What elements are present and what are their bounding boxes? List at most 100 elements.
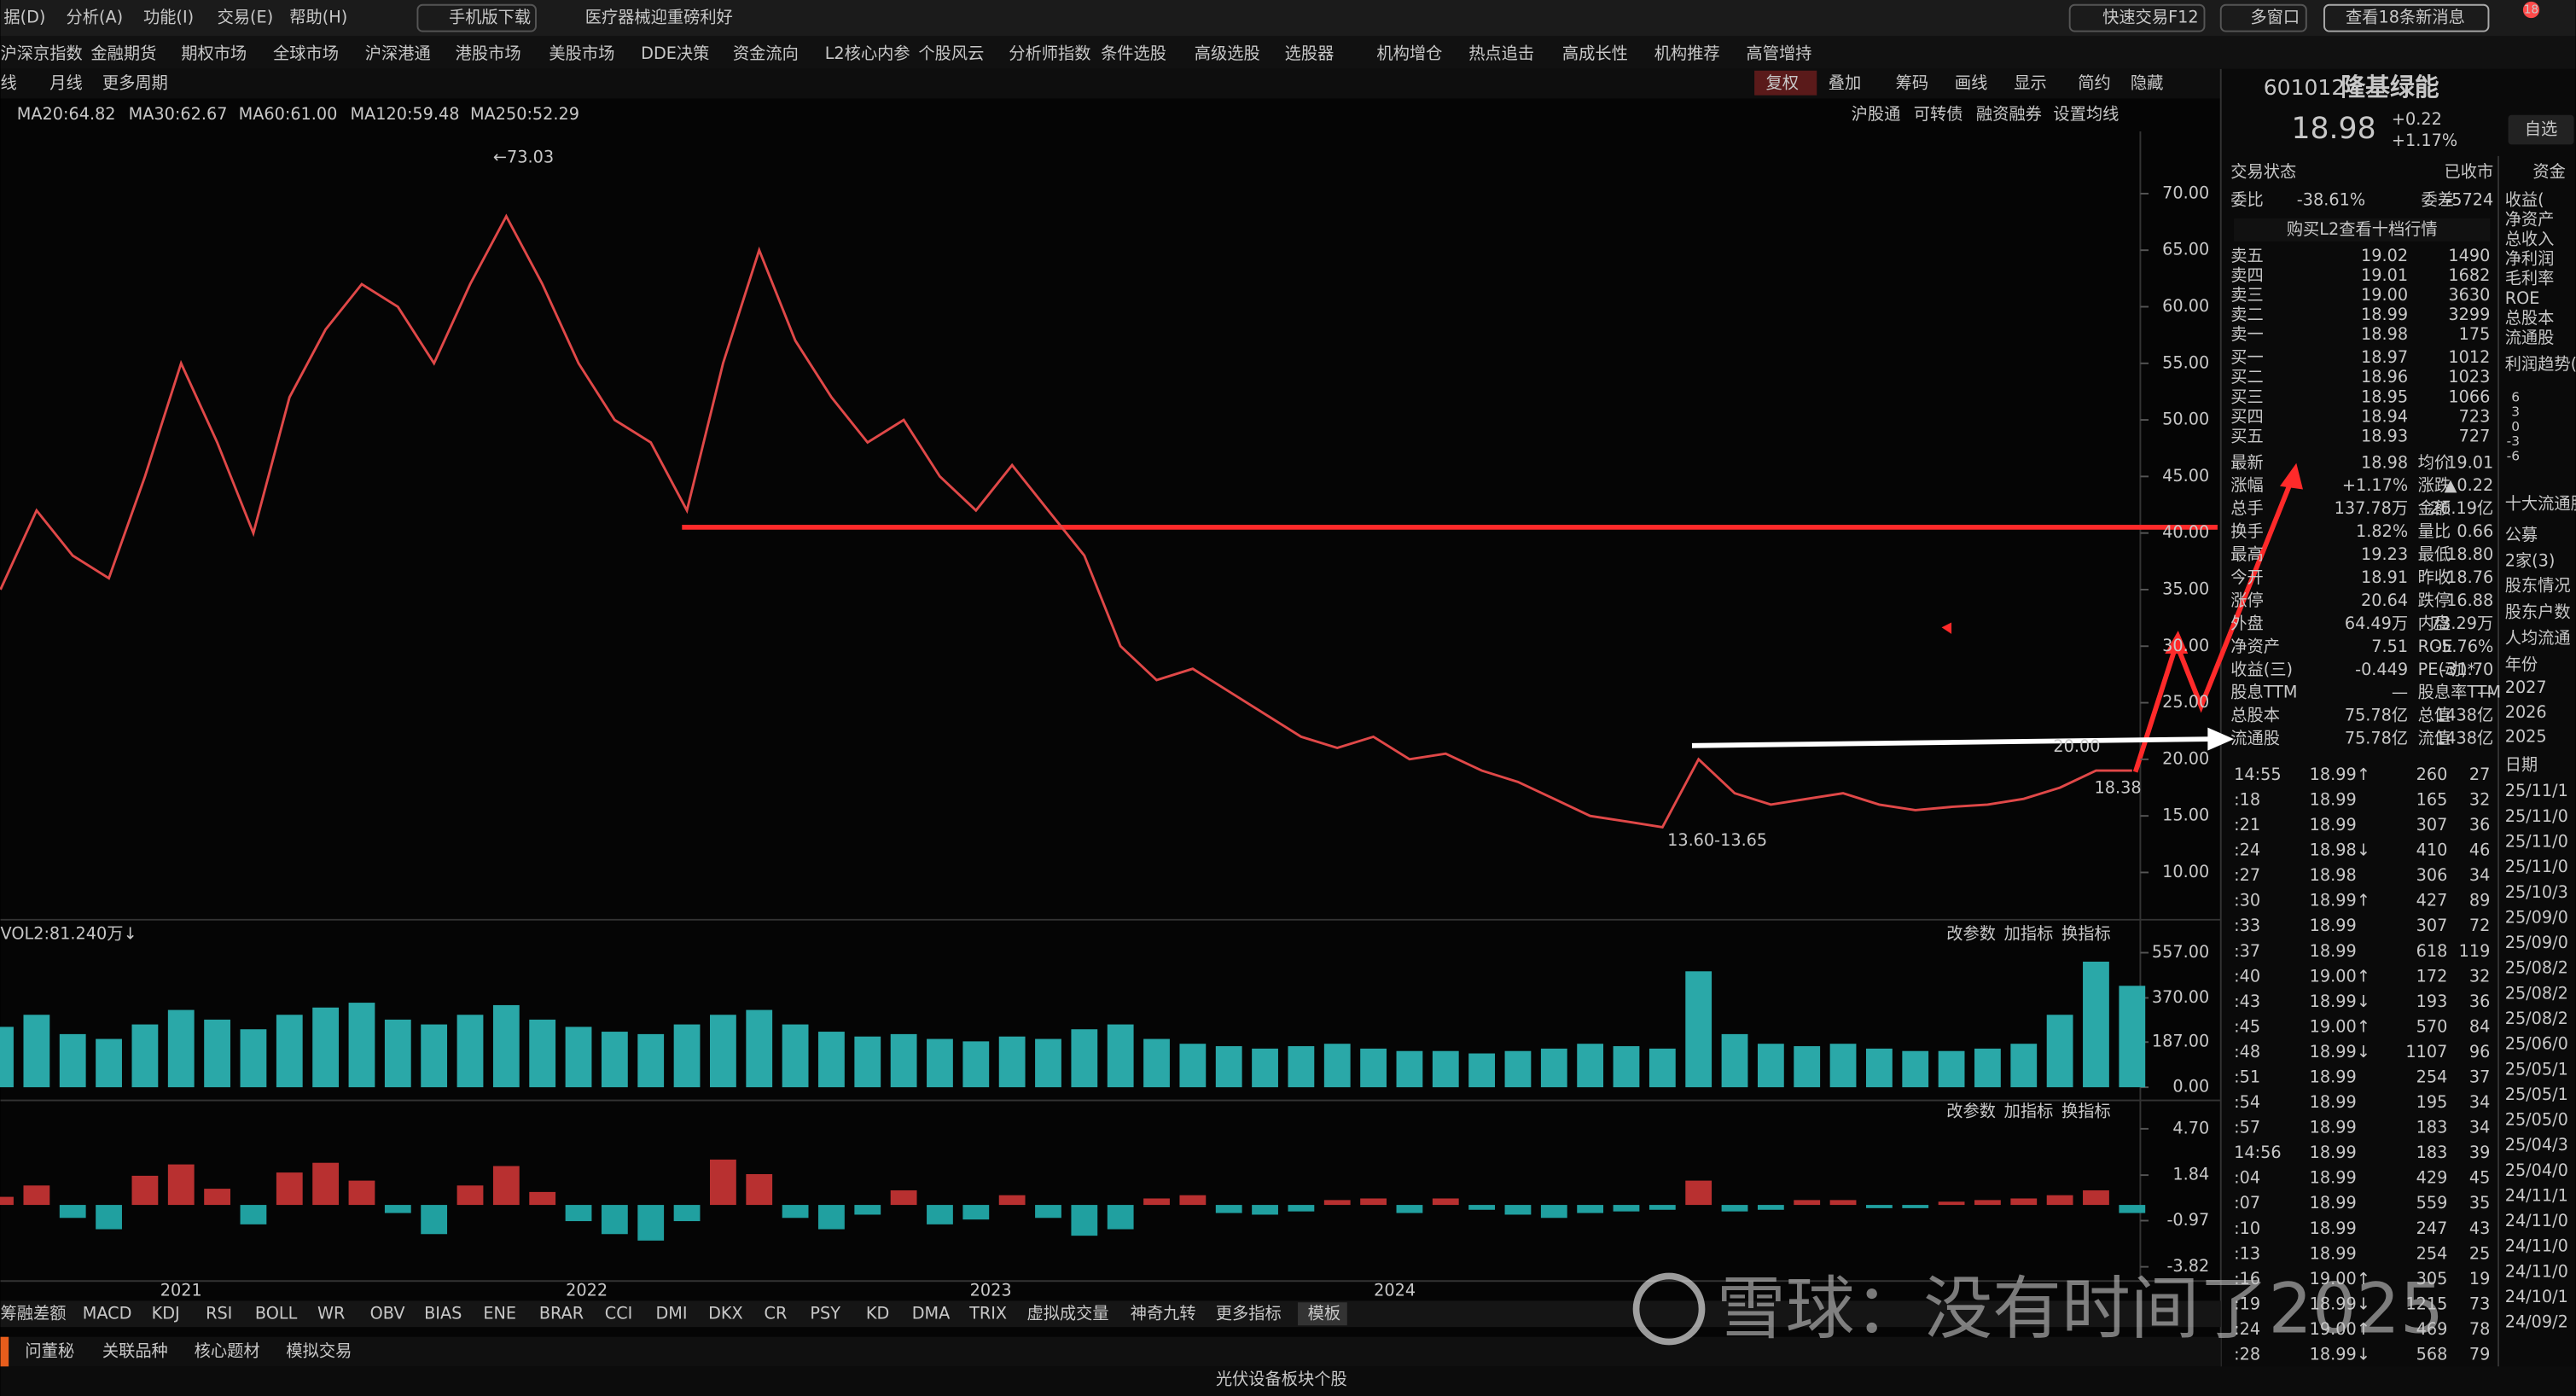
indicator-tab[interactable]: RSI xyxy=(206,1303,232,1323)
nav-item[interactable]: 个股风云 xyxy=(918,44,984,63)
trade-count: 32 xyxy=(2469,966,2490,986)
nav-item[interactable]: 沪深京指数 xyxy=(1,44,83,63)
panel-button[interactable]: 加指标 xyxy=(2004,1102,2054,1121)
l2-link[interactable]: 购买L2查看十档行情 xyxy=(2287,219,2438,239)
side-date: 25/08/2 xyxy=(2505,983,2568,1003)
indicator-tab[interactable]: BOLL xyxy=(255,1303,298,1323)
ma-link[interactable]: 可转债 xyxy=(1914,104,1963,124)
indicator-tab[interactable]: CCI xyxy=(605,1303,633,1323)
indicator-tab[interactable]: PSY xyxy=(810,1303,840,1323)
indicator-tab[interactable]: DMI xyxy=(655,1303,687,1323)
nav-item[interactable]: 美股市场 xyxy=(549,44,614,63)
nav-item[interactable]: DDE决策 xyxy=(641,44,709,63)
ma-link[interactable]: 沪股通 xyxy=(1852,104,1901,124)
nav-item[interactable]: 高级选股 xyxy=(1195,44,1260,63)
nav-item[interactable]: 选股器 xyxy=(1285,44,1335,63)
nav-item[interactable]: 资金流向 xyxy=(733,44,799,63)
fuquan-button[interactable] xyxy=(1754,70,1817,96)
nav-item[interactable]: 高管增持 xyxy=(1746,44,1811,63)
nav-item[interactable]: 机构增仓 xyxy=(1376,44,1442,63)
nav-item[interactable]: 沪深港通 xyxy=(365,44,431,63)
menu-item[interactable]: 据(D) xyxy=(3,8,45,27)
nav-item[interactable]: 热点追击 xyxy=(1468,44,1534,63)
indicator-tab[interactable]: CR xyxy=(765,1303,788,1323)
promo-link[interactable]: 医疗器械迎重磅利好 xyxy=(585,8,733,27)
tool-button[interactable]: 复权 xyxy=(1766,73,1799,93)
nav-item[interactable]: L2核心内参 xyxy=(825,44,910,63)
messages-button[interactable] xyxy=(2323,3,2490,32)
side-label: 2家(3) xyxy=(2505,551,2556,571)
download-button[interactable] xyxy=(416,3,537,32)
bottom-tab[interactable]: 问董秘 xyxy=(25,1341,74,1361)
multi-window[interactable]: 多窗口 xyxy=(2250,8,2300,27)
nav-item[interactable]: 港股市场 xyxy=(456,44,521,63)
multi-window-button[interactable] xyxy=(2219,3,2307,32)
indicator-tab[interactable]: 筹融差额 xyxy=(1,1303,67,1323)
l2-button[interactable] xyxy=(2234,218,2491,241)
panel-button[interactable]: 加指标 xyxy=(2004,924,2054,944)
menu-item[interactable]: 交易(E) xyxy=(218,8,274,27)
tool-button[interactable]: 隐藏 xyxy=(2131,73,2163,93)
tool-button[interactable]: 画线 xyxy=(1955,73,1987,93)
ma-link[interactable]: 融资融券 xyxy=(1976,104,2042,124)
indicator-tab[interactable]: BRAR xyxy=(539,1303,584,1323)
ma-link[interactable]: 设置均线 xyxy=(2053,104,2119,124)
indicator-tab[interactable]: ENE xyxy=(483,1303,516,1323)
book-volume: 1012 xyxy=(2448,347,2490,367)
panel-button[interactable]: 换指标 xyxy=(2061,1102,2111,1121)
messages[interactable]: 查看18条新消息 xyxy=(2346,8,2465,27)
nav-item[interactable]: 全球市场 xyxy=(273,44,339,63)
tool-button[interactable]: 显示 xyxy=(2014,73,2046,93)
panel-button[interactable]: 改参数 xyxy=(1946,1102,1996,1121)
indicator-tab[interactable]: 更多指标 xyxy=(1216,1303,1282,1323)
bottom-tab[interactable]: 核心题材 xyxy=(195,1341,260,1361)
indicator-tab[interactable]: MACD xyxy=(83,1303,132,1323)
watchlist-button[interactable] xyxy=(2508,114,2574,145)
indicator-tab[interactable]: TRIX xyxy=(968,1303,1007,1323)
status-label: 交易状态 xyxy=(2230,162,2296,182)
nav-item[interactable]: 高成长性 xyxy=(1562,44,1628,63)
indicator-tab[interactable]: WR xyxy=(317,1303,345,1323)
menu-item[interactable]: 分析(A) xyxy=(67,8,124,27)
nav-item[interactable]: 分析师指数 xyxy=(1009,44,1090,63)
nav-item[interactable]: 期权市场 xyxy=(181,44,247,63)
nav-item[interactable]: 机构推荐 xyxy=(1654,44,1720,63)
indicator-tab[interactable]: DMA xyxy=(912,1303,951,1323)
indicator-tab[interactable]: 模板 xyxy=(1308,1303,1340,1323)
bottom-tab[interactable]: 模拟交易 xyxy=(286,1341,352,1361)
macd-bar xyxy=(0,1196,14,1206)
nav-item[interactable]: 金融期货 xyxy=(90,44,156,63)
indicator-tab[interactable]: KD xyxy=(866,1303,889,1323)
period-button[interactable]: 月线 xyxy=(49,73,82,93)
tool-button[interactable]: 筹码 xyxy=(1896,73,1928,93)
menu-item[interactable]: 功能(I) xyxy=(143,8,194,27)
indicator-tab[interactable]: DKX xyxy=(708,1303,743,1323)
macd-bar xyxy=(456,1185,484,1206)
bottom-tab[interactable]: 关联品种 xyxy=(102,1341,168,1361)
panel-button[interactable]: 换指标 xyxy=(2061,924,2111,944)
trade-count: 25 xyxy=(2469,1243,2490,1263)
panel-button[interactable]: 改参数 xyxy=(1946,924,1996,944)
watchlist[interactable]: 自选 xyxy=(2525,119,2557,139)
macd-bar xyxy=(2010,1198,2038,1206)
indicator-tab[interactable]: 神奇九转 xyxy=(1131,1303,1196,1323)
trade-price: 18.99 xyxy=(2310,1219,2357,1238)
tool-button[interactable]: 简约 xyxy=(2078,73,2110,93)
quick-trade[interactable]: 快速交易F12 xyxy=(2102,8,2198,27)
stat-label: 收益(三) xyxy=(2230,660,2293,679)
period-button[interactable]: 线 xyxy=(1,73,17,93)
menu-item[interactable]: 帮助(H) xyxy=(289,8,347,27)
nav-item[interactable]: 条件选股 xyxy=(1101,44,1166,63)
period-button[interactable]: 更多周期 xyxy=(102,73,168,93)
indicator-tab[interactable]: OBV xyxy=(370,1303,405,1323)
quote-panel xyxy=(2220,68,2576,1396)
download-link[interactable]: 手机版下载 xyxy=(449,8,531,27)
trade-price: 19.00↑ xyxy=(2310,1269,2370,1288)
quick-trade-button[interactable] xyxy=(2068,3,2206,32)
macd-bar xyxy=(1865,1205,1893,1208)
trade-volume: 429 xyxy=(2416,1168,2448,1188)
tool-button[interactable]: 叠加 xyxy=(1829,73,1861,93)
indicator-tab[interactable]: 虚拟成交量 xyxy=(1026,1303,1108,1323)
indicator-tab[interactable]: KDJ xyxy=(152,1303,180,1323)
indicator-tab[interactable]: BIAS xyxy=(424,1303,462,1323)
